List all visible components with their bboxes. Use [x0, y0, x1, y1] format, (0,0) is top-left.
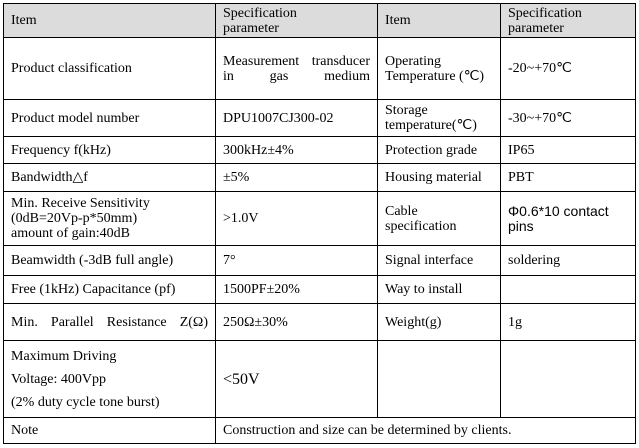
spec-table: Item Specification parameter Item Specif… — [3, 3, 636, 444]
cell: Maximum Driving Voltage: 400Vpp (2% duty… — [3, 340, 216, 418]
cell: soldering — [500, 245, 636, 276]
empty-cell — [377, 340, 501, 418]
cell: 7° — [215, 245, 378, 276]
cell: 1500PF±20% — [215, 275, 378, 304]
cell: PBT — [500, 163, 636, 192]
cell: DPU1007CJ300-02 — [215, 99, 378, 137]
cell: >1.0V — [215, 191, 378, 246]
row: Min. Receive Sensitivity (0dB=20Vp-p*50m… — [3, 191, 636, 246]
row: Bandwidth△f ±5% Housing material PBT — [3, 163, 636, 192]
cell: -30~+70℃ — [500, 99, 636, 137]
cell: Min. Receive Sensitivity (0dB=20Vp-p*50m… — [3, 191, 216, 246]
cell: Min. Parallel Resistance Z(Ω) — [3, 303, 216, 341]
row: Frequency f(kHz) 300kHz±4% Protection gr… — [3, 136, 636, 164]
cell: Frequency f(kHz) — [3, 136, 216, 164]
cell: Housing material — [377, 163, 501, 192]
empty-cell — [500, 275, 636, 304]
cell: -20~+70℃ — [500, 37, 636, 100]
cell: Cable specification — [377, 191, 501, 246]
row: Min. Parallel Resistance Z(Ω) 250Ω±30% W… — [3, 303, 636, 341]
cell: Construction and size can be determined … — [215, 417, 636, 444]
cell: ±5% — [215, 163, 378, 192]
cell: 300kHz±4% — [215, 136, 378, 164]
row: Maximum Driving Voltage: 400Vpp (2% duty… — [3, 340, 636, 418]
cell: Bandwidth△f — [3, 163, 216, 192]
empty-cell — [500, 340, 636, 418]
header-cell: Specification parameter — [500, 3, 636, 38]
cell: Protection grade — [377, 136, 501, 164]
header-cell: Specification parameter — [215, 3, 378, 38]
cell: Free (1kHz) Capacitance (pf) — [3, 275, 216, 304]
header-cell: Item — [3, 3, 216, 38]
cell: Product classification — [3, 37, 216, 100]
row: Product classification Measurement trans… — [3, 37, 636, 100]
cell: Storage temperature(℃) — [377, 99, 501, 137]
header-row: Item Specification parameter Item Specif… — [3, 3, 636, 38]
row: Free (1kHz) Capacitance (pf) 1500PF±20% … — [3, 275, 636, 304]
cell: IP65 — [500, 136, 636, 164]
row: Product model number DPU1007CJ300-02 Sto… — [3, 99, 636, 137]
row: Beamwidth (-3dB full angle) 7° Signal in… — [3, 245, 636, 276]
cell: Way to install — [377, 275, 501, 304]
cell: Beamwidth (-3dB full angle) — [3, 245, 216, 276]
cell: 1g — [500, 303, 636, 341]
cell: 250Ω±30% — [215, 303, 378, 341]
cell: Product model number — [3, 99, 216, 137]
cell: Measurement transducer in gas medium — [215, 37, 378, 100]
cell: <50V — [215, 340, 378, 418]
header-cell: Item — [377, 3, 501, 38]
cell: Note — [3, 417, 216, 444]
cell: Signal interface — [377, 245, 501, 276]
cell: Operating Temperature (℃) — [377, 37, 501, 100]
cell: Weight(g) — [377, 303, 501, 341]
row: Note Construction and size can be determ… — [3, 417, 636, 444]
cell: Φ0.6*10 contact pins — [500, 191, 636, 246]
